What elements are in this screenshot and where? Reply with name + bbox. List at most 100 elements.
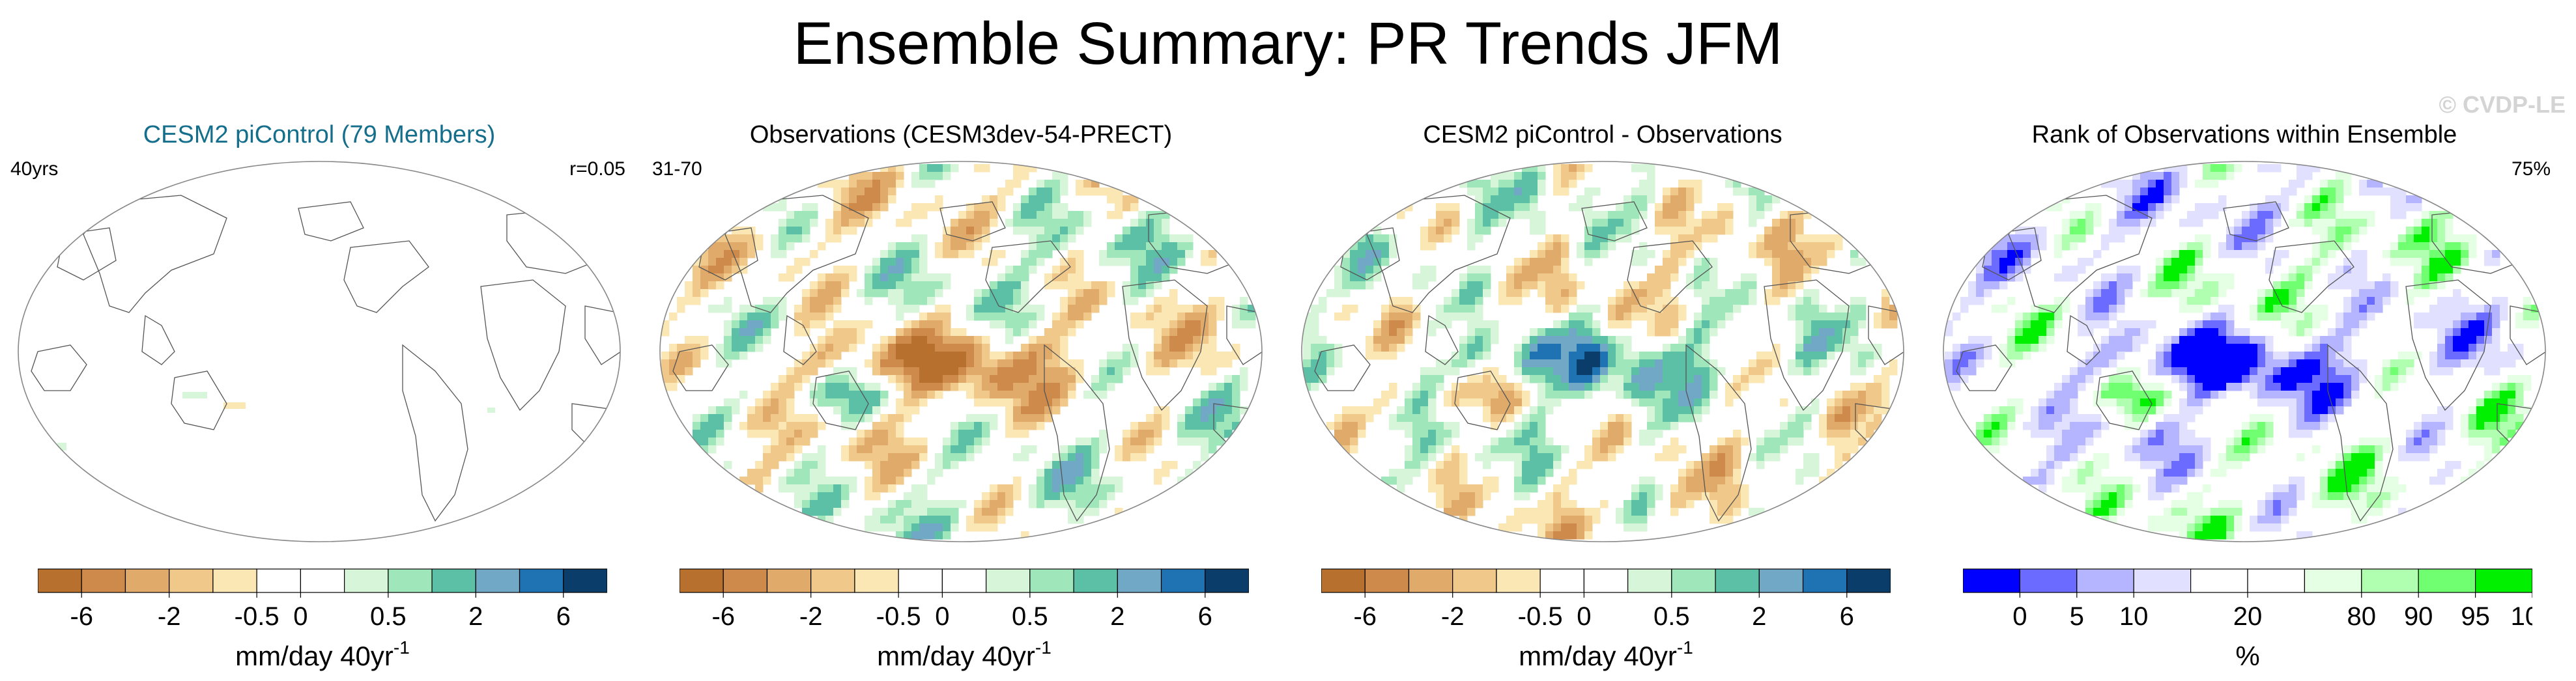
field-cell bbox=[1052, 188, 1061, 196]
field-cell bbox=[1044, 211, 1053, 219]
field-cell bbox=[1874, 391, 1882, 399]
field-cell bbox=[2453, 352, 2461, 360]
field-cell bbox=[2195, 406, 2203, 415]
field-cell bbox=[2125, 344, 2133, 352]
field-cell bbox=[2250, 305, 2258, 313]
field-cell bbox=[1099, 258, 1108, 266]
field-cell bbox=[2195, 344, 2203, 352]
field-cell bbox=[1076, 258, 1084, 266]
field-cell bbox=[935, 336, 943, 344]
field-cell bbox=[966, 438, 975, 446]
field-cell bbox=[2320, 258, 2328, 266]
field-cell bbox=[1514, 352, 1523, 360]
field-cell bbox=[2343, 461, 2352, 469]
field-cell bbox=[2508, 430, 2516, 438]
field-cell bbox=[2070, 383, 2078, 391]
field-cell bbox=[2195, 391, 2203, 399]
field-cell bbox=[810, 414, 818, 423]
field-cell bbox=[1670, 305, 1679, 313]
field-cell bbox=[1514, 398, 1523, 407]
field-cell bbox=[1647, 297, 1655, 305]
field-cell bbox=[1452, 445, 1460, 454]
field-cell bbox=[1060, 484, 1068, 493]
field-cell bbox=[2085, 305, 2094, 313]
colorbar-swatch bbox=[256, 568, 301, 593]
field-cell bbox=[1624, 195, 1632, 204]
field-cell bbox=[919, 297, 928, 305]
field-cell bbox=[1850, 328, 1859, 337]
field-cell bbox=[2422, 430, 2430, 438]
field-cell bbox=[974, 445, 982, 454]
field-cell bbox=[1631, 281, 1640, 290]
field-cell bbox=[1772, 273, 1781, 282]
field-cell bbox=[1428, 227, 1437, 235]
field-cell bbox=[2125, 203, 2133, 212]
field-cell bbox=[810, 211, 818, 219]
field-cell bbox=[1976, 281, 1984, 290]
field-cell bbox=[997, 305, 1006, 313]
field-cell bbox=[1780, 438, 1788, 446]
field-cell bbox=[1670, 234, 1679, 243]
field-cell bbox=[1686, 281, 1695, 290]
field-cell bbox=[2062, 477, 2070, 485]
field-cell bbox=[2171, 180, 2180, 188]
field-cell bbox=[1483, 328, 1491, 337]
field-cell bbox=[943, 336, 951, 344]
field-cell bbox=[2242, 438, 2250, 446]
field-cell bbox=[1193, 336, 1201, 344]
field-cell bbox=[2336, 453, 2344, 462]
field-cell bbox=[1428, 406, 1437, 415]
field-cell bbox=[1091, 297, 1100, 305]
field-cell bbox=[1162, 344, 1170, 352]
field-cell bbox=[2445, 367, 2454, 376]
field-cell bbox=[1764, 367, 1773, 376]
field-cell bbox=[2015, 227, 2024, 235]
field-cell bbox=[958, 211, 967, 219]
field-cell bbox=[1655, 430, 1663, 438]
field-cell bbox=[1561, 352, 1569, 360]
field-cell bbox=[2375, 477, 2383, 485]
field-cell bbox=[1452, 422, 1460, 430]
field-cell bbox=[1420, 391, 1429, 399]
field-cell bbox=[2257, 445, 2266, 454]
field-cell bbox=[841, 289, 850, 298]
field-cell bbox=[1858, 305, 1867, 313]
field-cell bbox=[716, 438, 724, 446]
field-cell bbox=[747, 469, 756, 477]
field-cell bbox=[904, 516, 912, 524]
field-cell bbox=[1021, 320, 1029, 329]
field-cell bbox=[1561, 516, 1569, 524]
field-cell bbox=[1764, 203, 1773, 212]
field-cell bbox=[1412, 305, 1421, 313]
field-cell bbox=[1733, 438, 1741, 446]
field-cell bbox=[2492, 320, 2500, 329]
field-cell bbox=[2156, 359, 2164, 368]
field-cell bbox=[1850, 445, 1859, 454]
field-cell bbox=[1154, 344, 1162, 352]
field-cell bbox=[1044, 406, 1053, 415]
field-cell bbox=[1631, 391, 1640, 399]
field-cell bbox=[1796, 367, 1804, 376]
field-cell bbox=[1459, 453, 1468, 462]
field-cell bbox=[2062, 242, 2070, 251]
field-cell bbox=[1099, 484, 1108, 493]
field-cell bbox=[1146, 305, 1154, 313]
field-cell bbox=[1772, 258, 1781, 266]
field-cell bbox=[1561, 266, 1569, 274]
field-cell bbox=[1467, 320, 1476, 329]
field-cell bbox=[841, 422, 850, 430]
field-cell bbox=[1177, 359, 1186, 368]
field-cell bbox=[896, 461, 904, 469]
field-cell bbox=[2093, 211, 2102, 219]
field-cell bbox=[1216, 430, 1225, 438]
field-cell bbox=[872, 273, 881, 282]
field-cell bbox=[1506, 180, 1515, 188]
field-cell bbox=[1663, 344, 1671, 352]
field-cell bbox=[849, 398, 857, 407]
field-cell bbox=[1459, 391, 1468, 399]
field-cell bbox=[2101, 484, 2110, 493]
field-cell bbox=[1624, 367, 1632, 376]
field-cell bbox=[2422, 266, 2430, 274]
field-cell bbox=[2132, 344, 2141, 352]
field-cell bbox=[1216, 383, 1225, 391]
